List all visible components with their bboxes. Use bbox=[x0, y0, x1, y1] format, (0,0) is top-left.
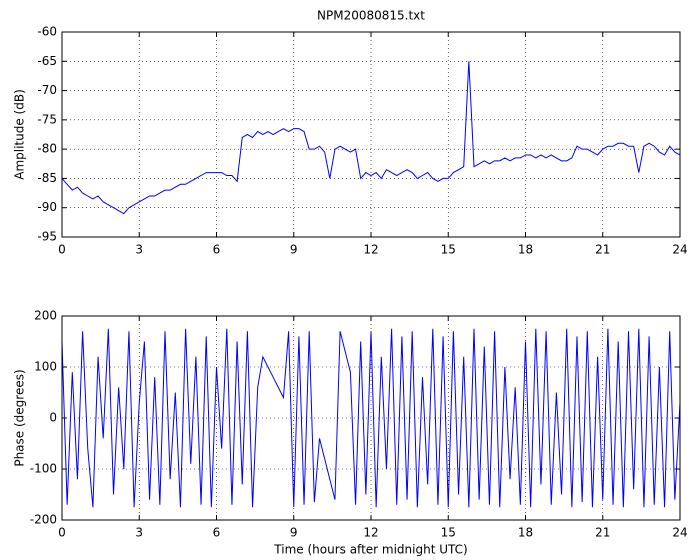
y-tick-label: -65 bbox=[37, 54, 57, 68]
y-tick-label: 0 bbox=[49, 411, 57, 425]
y-tick-label: -95 bbox=[37, 230, 57, 244]
data-line bbox=[61, 328, 681, 508]
x-tick-label: 24 bbox=[672, 526, 687, 540]
y-tick-label: -75 bbox=[37, 112, 57, 126]
data-line bbox=[61, 61, 681, 215]
y-tick-label: 100 bbox=[34, 360, 57, 374]
plot-area bbox=[62, 32, 680, 237]
x-tick-label: 0 bbox=[58, 526, 66, 540]
x-tick-label: 6 bbox=[213, 243, 221, 257]
axes-frame bbox=[61, 315, 681, 521]
x-tick-label: 21 bbox=[595, 243, 610, 257]
y-tick-label: -100 bbox=[30, 462, 57, 476]
x-tick-label: 21 bbox=[595, 526, 610, 540]
y-tick-label: -60 bbox=[37, 25, 57, 39]
y-axis-label: Amplitude (dB) bbox=[13, 89, 27, 180]
y-tick-label: -85 bbox=[37, 171, 57, 185]
x-tick-label: 0 bbox=[58, 243, 66, 257]
x-axis-label: Time (hours after midnight UTC) bbox=[273, 543, 467, 557]
x-tick-label: 3 bbox=[135, 243, 143, 257]
y-tick-label: -90 bbox=[37, 200, 57, 214]
x-tick-label: 18 bbox=[518, 526, 533, 540]
x-tick-label: 24 bbox=[672, 243, 687, 257]
x-tick-label: 9 bbox=[290, 243, 298, 257]
x-tick-label: 3 bbox=[135, 526, 143, 540]
y-axis-label: Phase (degrees) bbox=[13, 369, 27, 466]
x-tick-label: 12 bbox=[363, 526, 378, 540]
x-tick-label: 12 bbox=[363, 243, 378, 257]
y-tick-label: -70 bbox=[37, 83, 57, 97]
chart-title: NPM20080815.txt bbox=[317, 9, 425, 23]
x-tick-label: 18 bbox=[518, 243, 533, 257]
axes-frame bbox=[61, 31, 681, 238]
x-tick-label: 15 bbox=[441, 526, 456, 540]
y-tick-label: -200 bbox=[30, 513, 57, 527]
y-tick-label: -80 bbox=[37, 142, 57, 156]
x-tick-label: 6 bbox=[213, 526, 221, 540]
y-tick-label: 200 bbox=[34, 309, 57, 323]
x-tick-label: 15 bbox=[441, 243, 456, 257]
x-tick-label: 9 bbox=[290, 526, 298, 540]
